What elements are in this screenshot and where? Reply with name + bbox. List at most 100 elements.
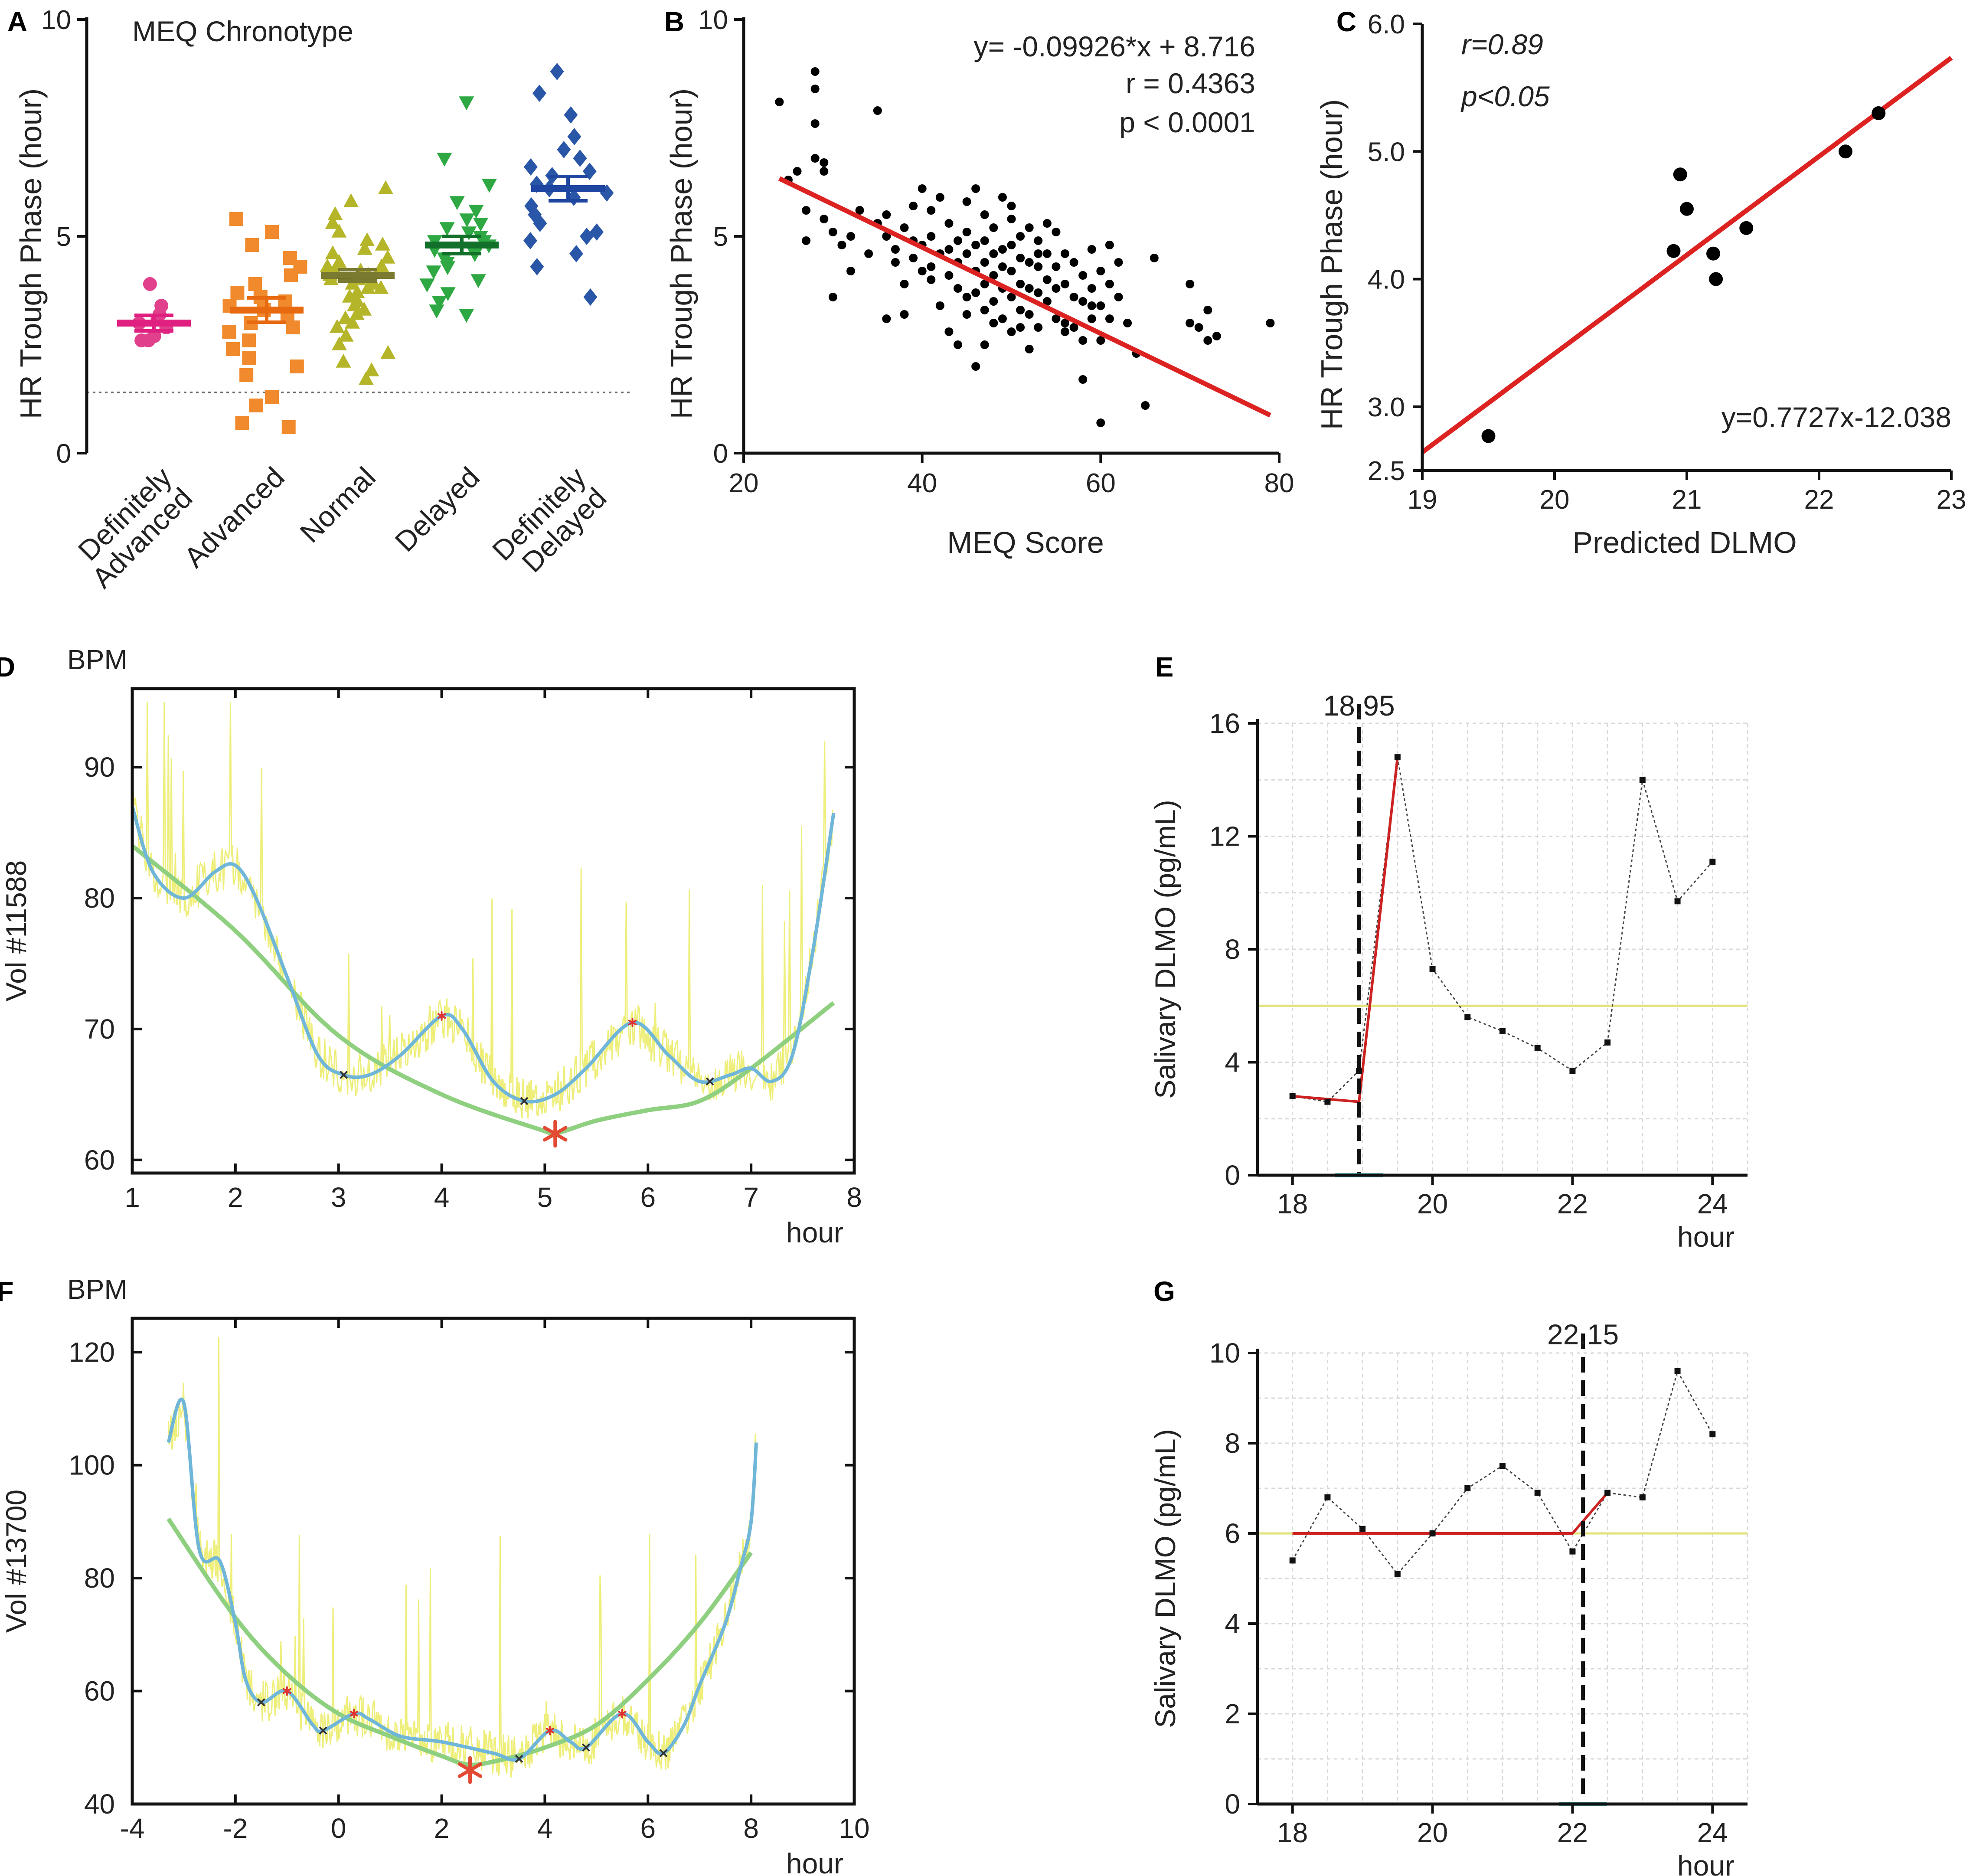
measurement-point: [1709, 859, 1716, 865]
data-point: [962, 197, 971, 206]
data-point: [971, 362, 980, 371]
data-point: [820, 215, 829, 223]
data-point: [989, 249, 998, 258]
data-point: [360, 280, 376, 294]
y-tick-label: 2: [1225, 1698, 1240, 1729]
y-tick-label: 6: [1225, 1518, 1240, 1549]
data-point: [286, 320, 300, 334]
data-point: [439, 222, 455, 236]
data-point: [281, 420, 296, 434]
data-point: [567, 128, 581, 145]
data-point: [1114, 258, 1123, 267]
x-tick-label: 22: [1557, 1817, 1588, 1848]
data-point: [242, 333, 256, 347]
data-point: [1706, 246, 1720, 261]
data-point: [909, 254, 918, 262]
data-point: [1087, 301, 1096, 310]
x-axis-title: hour: [786, 1847, 843, 1876]
data-point: [1034, 288, 1043, 297]
data-point: [954, 340, 962, 349]
data-point: [944, 245, 954, 254]
data-point: [998, 245, 1007, 254]
data-point: [1025, 258, 1034, 267]
data-point: [325, 215, 340, 229]
data-point: [971, 184, 980, 193]
data-point: [532, 85, 546, 102]
data-point: [918, 267, 927, 275]
data-point: [927, 232, 936, 241]
measurement-point: [1604, 1490, 1611, 1496]
p-annotation: p<0.05: [1460, 80, 1550, 112]
data-point: [971, 288, 980, 297]
data-point: [1186, 319, 1195, 327]
y-tick-label: 60: [84, 1144, 115, 1176]
data-point: [882, 314, 891, 323]
x-tick-label: 20: [1417, 1817, 1448, 1848]
data-point: [1061, 249, 1069, 258]
measurement-point: [1709, 1431, 1716, 1438]
data-point: [229, 212, 243, 226]
data-point: [336, 353, 351, 368]
data-point: [327, 206, 343, 220]
x-tick-label: 20: [1417, 1188, 1448, 1219]
x-tick-label: 20: [1540, 485, 1570, 515]
data-point: [343, 193, 359, 207]
y-tick-label: 10: [698, 5, 728, 35]
data-point: [1105, 241, 1114, 249]
y-tick-label: 70: [84, 1013, 115, 1045]
x-tick-label: 22: [1557, 1188, 1588, 1219]
x-tick-label: 24: [1697, 1817, 1728, 1848]
unit-label: BPM: [67, 644, 127, 675]
local-maximum-marker: [546, 1728, 555, 1734]
measurement-point: [1394, 754, 1401, 761]
data-point: [470, 274, 486, 288]
data-point: [1069, 293, 1078, 301]
raw-heart-rate-trace: [167, 1337, 757, 1778]
grid-layer: [87, 392, 1748, 1805]
x-axis-title: MEQ Score: [947, 526, 1104, 559]
data-point: [235, 416, 249, 430]
dlmo-fit-line: [1292, 757, 1399, 1103]
y-tick-label: 10: [1209, 1337, 1240, 1369]
y-tick-label: 0: [1225, 1160, 1240, 1191]
local-minimum-marker: [706, 1077, 714, 1086]
y-tick-label: 0: [56, 439, 71, 469]
measurement-point: [1674, 898, 1681, 905]
panel-letter: G: [1153, 1276, 1175, 1307]
data-point: [1087, 245, 1096, 254]
data-point: [980, 210, 989, 219]
data-point: [900, 223, 909, 232]
data-point: [962, 249, 971, 258]
x-tick-label: 22: [1804, 485, 1834, 515]
data-point: [1266, 319, 1275, 327]
data-point: [810, 154, 820, 163]
plot-frame: [131, 1317, 856, 1806]
panel-letter: D: [0, 651, 15, 683]
panel-letter-a: A: [7, 6, 27, 37]
regression-line: [778, 176, 1271, 418]
data-point: [980, 236, 989, 245]
panel-letter-b: B: [664, 6, 684, 37]
local-maximum-marker: [437, 1013, 446, 1019]
data-point: [440, 287, 456, 301]
chart-title: MEQ Chronotype: [132, 15, 353, 47]
data-point: [944, 219, 954, 228]
panel-letter-c: C: [1336, 6, 1356, 37]
data-point: [1007, 327, 1016, 336]
data-point: [143, 277, 157, 291]
data-point: [927, 206, 936, 215]
y-tick-label: 5: [56, 222, 71, 252]
regression-line: [1421, 56, 1953, 454]
data-point: [1025, 310, 1034, 319]
data-point: [357, 241, 372, 255]
data-point: [358, 371, 374, 385]
data-point: [533, 215, 547, 232]
x-tick-label: 24: [1697, 1188, 1728, 1219]
x-tick-label: 4: [434, 1182, 450, 1213]
data-point: [998, 193, 1007, 202]
data-point: [954, 284, 962, 293]
x-tick-label: 6: [640, 1182, 656, 1213]
y-tick-label: 8: [1225, 1428, 1240, 1459]
local-minimum-marker: [515, 1755, 523, 1763]
measurement-point: [1534, 1490, 1541, 1496]
